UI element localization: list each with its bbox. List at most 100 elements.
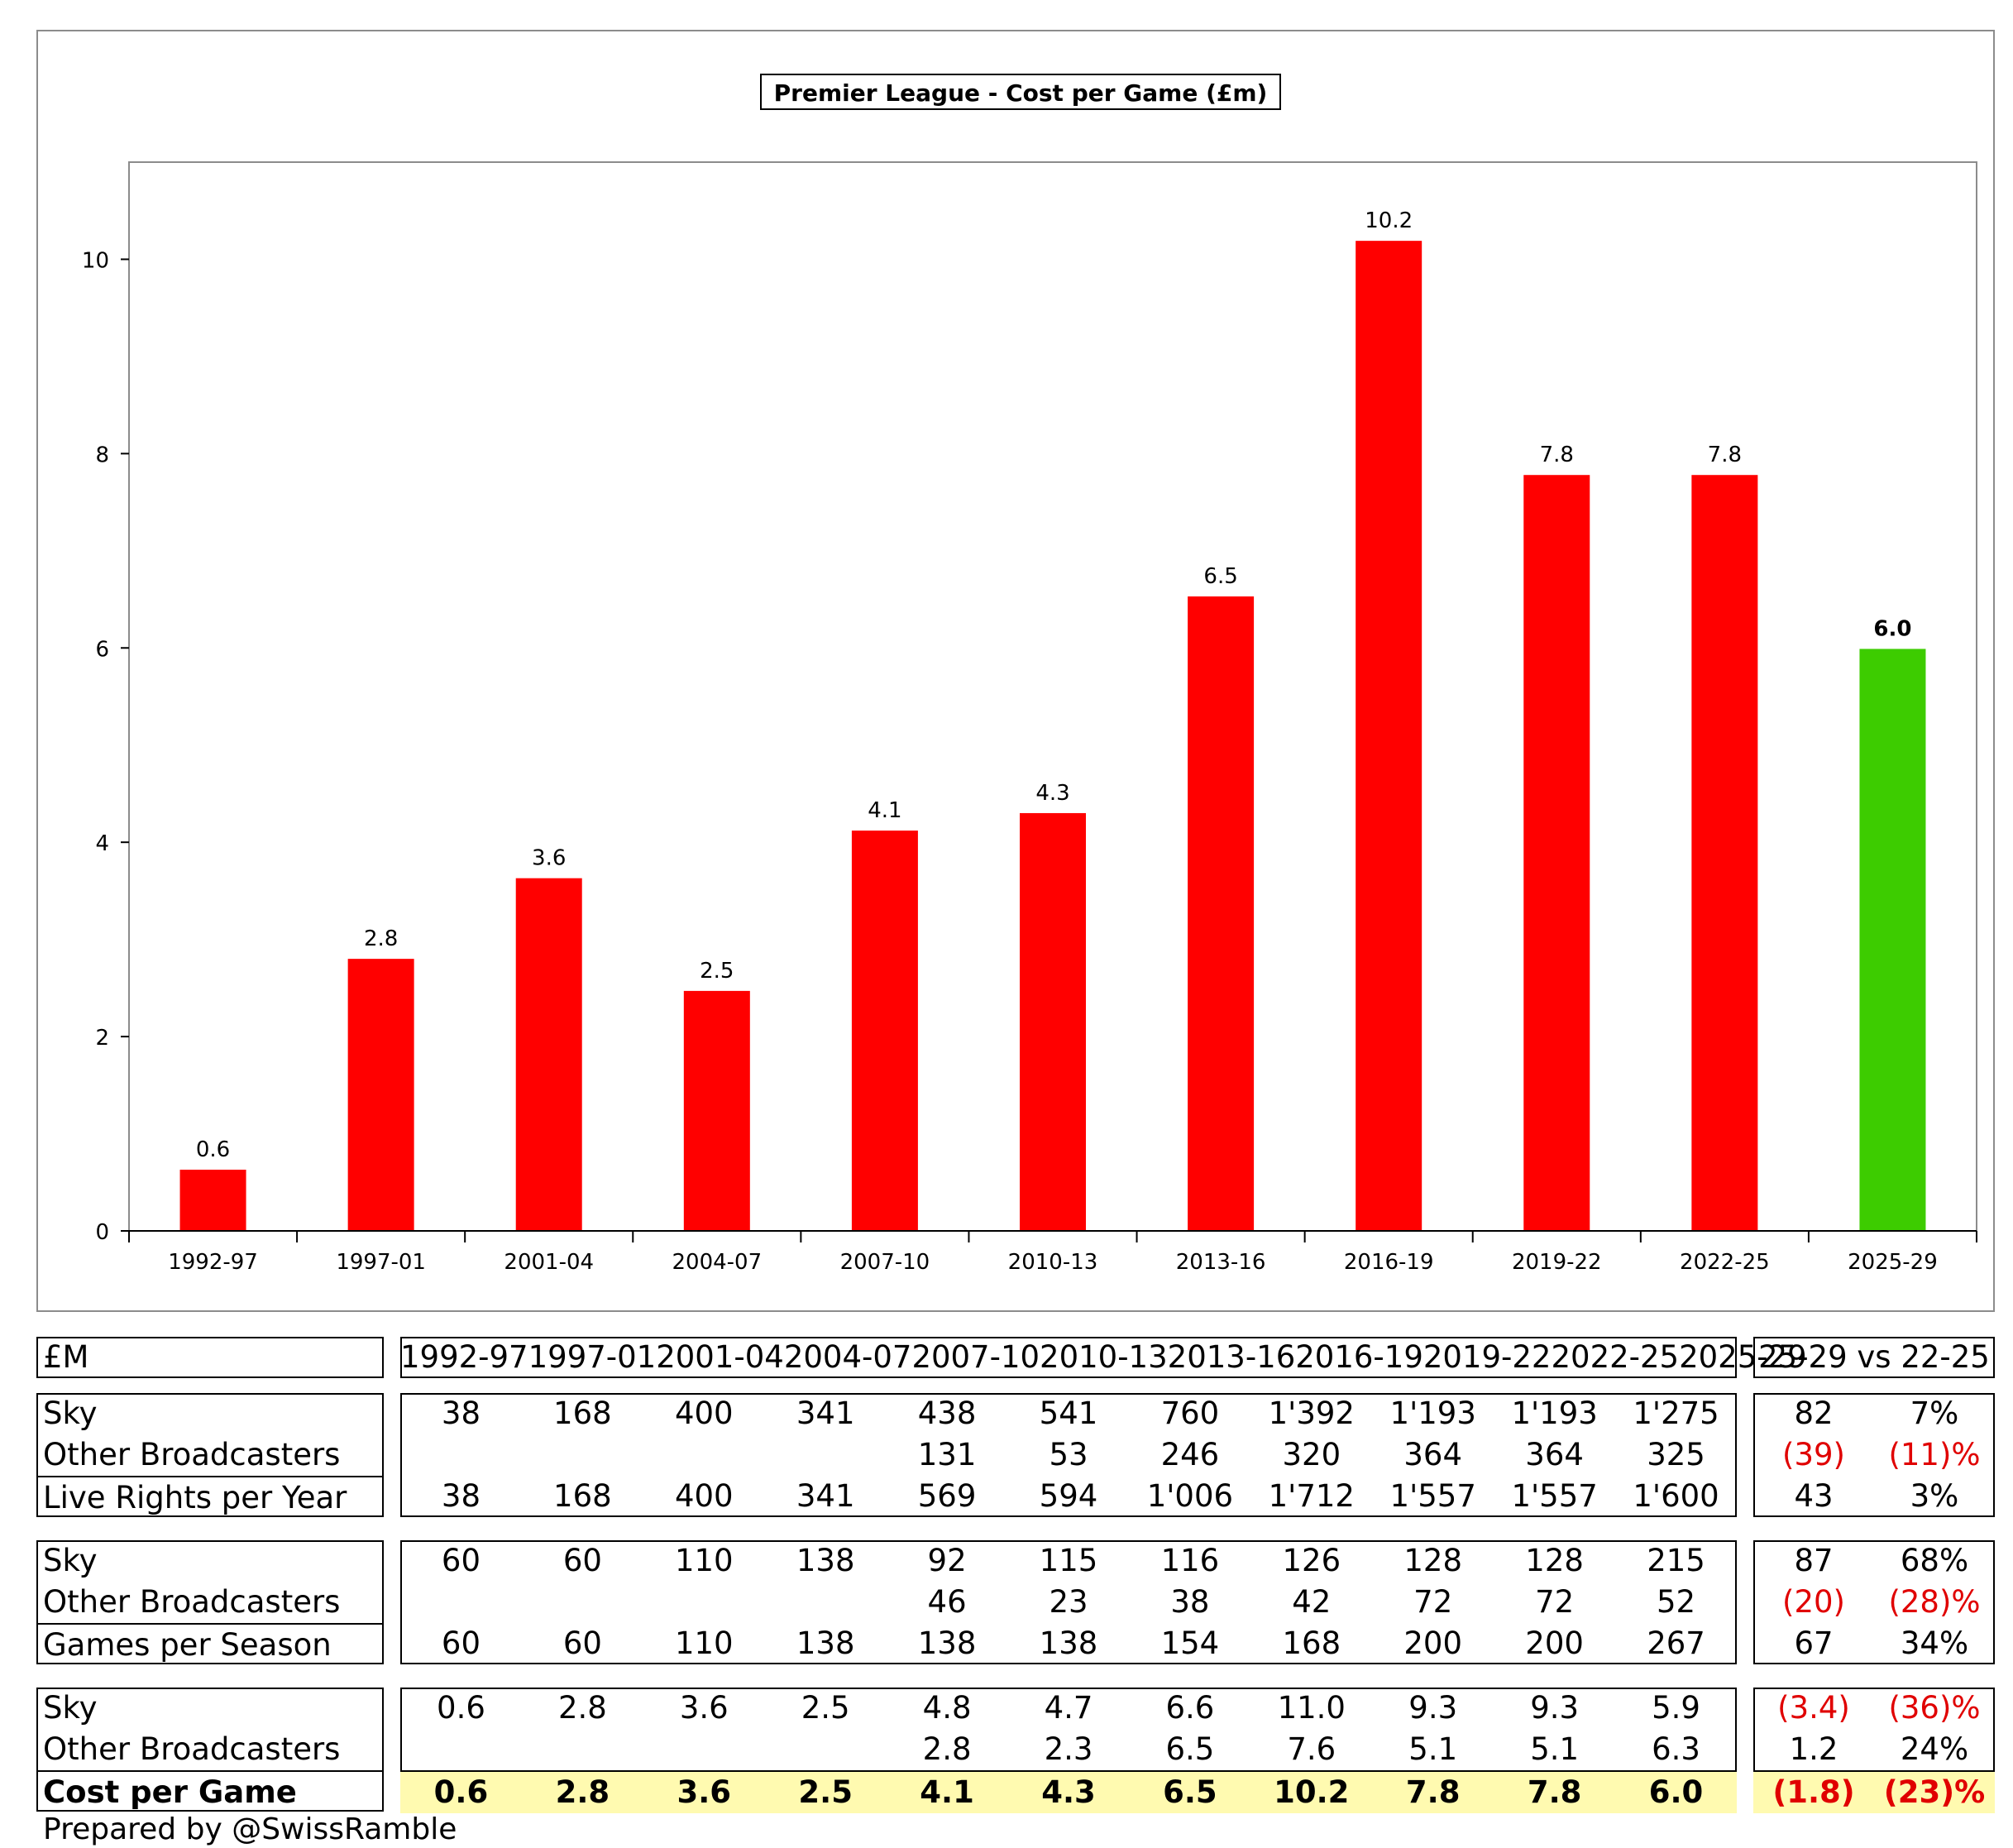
bar-2013-16 xyxy=(1188,596,1255,1231)
value-cell: 200 xyxy=(1403,1625,1463,1661)
value-cell: 2.3 xyxy=(1044,1731,1093,1767)
value-cell: 9.3 xyxy=(1530,1690,1580,1726)
period-header: 1992-97 1997-01 2001-04 2004-07 2007-10 2010-… xyxy=(400,1337,1807,1378)
x-tick-label-2025-29: 2025-29 xyxy=(1848,1250,1938,1275)
value-cell: 1'600 xyxy=(1633,1478,1719,1514)
value-cell: 9.3 xyxy=(1408,1690,1458,1726)
period-header-cell: 2010-13 xyxy=(1040,1339,1168,1375)
y-tick-label: 4 xyxy=(95,831,109,856)
value-cell: 1'712 xyxy=(1268,1478,1355,1514)
diff-cell: 67 xyxy=(1794,1625,1834,1661)
value-cell: 168 xyxy=(1282,1625,1341,1661)
value-cell: 2.5 xyxy=(801,1690,850,1726)
value-cell: 11.0 xyxy=(1277,1690,1346,1726)
bar-2022-25 xyxy=(1691,475,1758,1231)
value-cell xyxy=(400,1582,522,1623)
data-label-1992-97: 0.6 xyxy=(196,1137,230,1162)
value-cell: 23 xyxy=(1049,1584,1088,1620)
value-cell: 2.8 xyxy=(521,1770,643,1813)
value-cell: 46 xyxy=(927,1584,967,1620)
pct-cell: 7% xyxy=(1910,1396,1959,1431)
value-cell: 341 xyxy=(796,1396,855,1431)
bar-1992-97 xyxy=(179,1170,246,1231)
x-tick-label-2016-19: 2016-19 xyxy=(1344,1250,1434,1275)
value-cell: 569 xyxy=(917,1478,977,1514)
value-cell: 3.6 xyxy=(643,1770,765,1813)
value-cell: 1'275 xyxy=(1633,1396,1719,1431)
table-row: 43 3% xyxy=(1753,1476,1995,1517)
period-header-cell: 2001-04 xyxy=(656,1339,784,1375)
table-row: 2.8 2.3 6.5 7.6 5.1 5.1 6.3 xyxy=(400,1729,1737,1771)
value-cell xyxy=(400,1729,522,1771)
value-cell: 60 xyxy=(441,1543,481,1578)
table-row: Other Broadcasters xyxy=(36,1729,384,1771)
value-cell: 400 xyxy=(674,1478,734,1514)
value-cell: 110 xyxy=(674,1625,734,1661)
period-header-cell: 2007-10 xyxy=(911,1339,1040,1375)
value-cell: 60 xyxy=(441,1625,481,1661)
section-1-values: 60 60 110 138 92 115 116 126 128 128 215 46 23 38 42 72… xyxy=(400,1540,1737,1664)
value-cell xyxy=(643,1434,765,1476)
value-cell: 1'557 xyxy=(1389,1478,1476,1514)
diff-cell: (3.4) xyxy=(1777,1690,1850,1726)
value-cell: 400 xyxy=(674,1396,734,1431)
data-label-2016-19: 10.2 xyxy=(1365,208,1413,233)
value-cell: 1'193 xyxy=(1389,1396,1476,1431)
section-1-labels: Sky Other Broadcasters Games per Season xyxy=(36,1540,384,1666)
value-cell: 2.5 xyxy=(764,1770,887,1813)
value-cell: 115 xyxy=(1039,1543,1098,1578)
data-label-1997-01: 2.8 xyxy=(364,926,398,951)
value-cell: 6.5 xyxy=(1165,1731,1215,1767)
bar-2007-10 xyxy=(851,831,918,1231)
table-row: Cost per Game xyxy=(36,1770,384,1813)
row-label: Games per Season xyxy=(36,1623,384,1666)
table-row: 131 53 246 320 364 364 325 xyxy=(400,1434,1737,1476)
y-tick-label: 10 xyxy=(82,248,109,273)
row-label: Cost per Game xyxy=(36,1770,384,1813)
value-cell: 154 xyxy=(1160,1625,1220,1661)
bar-2001-04 xyxy=(515,878,582,1231)
bars-layer: 0.6 2.8 3.6 2.5 4.1 4.3 6.5 10.2 7.8 7.8 6.0 xyxy=(179,208,1926,1231)
bar-chart: Premier League - Cost per Game (£m) 0.6 2… xyxy=(82,74,1977,1275)
value-cell: 0.6 xyxy=(437,1690,485,1726)
value-cell xyxy=(522,1582,643,1623)
value-cell: 3.6 xyxy=(679,1690,729,1726)
table-row: (20) (28)% xyxy=(1753,1582,1995,1623)
x-tick-label-2019-22: 2019-22 xyxy=(1512,1250,1602,1275)
section-2-labels: Sky Other Broadcasters Cost per Game xyxy=(36,1688,384,1813)
x-tick-label-2013-16: 2013-16 xyxy=(1176,1250,1266,1275)
bar-2010-13 xyxy=(1020,812,1086,1231)
value-cell: 110 xyxy=(674,1543,734,1578)
table-row: Sky xyxy=(36,1688,384,1729)
compare-header: 25-29 vs 22-25 xyxy=(1753,1337,1995,1378)
value-cell: 6.6 xyxy=(1165,1690,1215,1726)
x-tick-label-1992-97: 1992-97 xyxy=(168,1250,258,1275)
data-label-2025-29: 6.0 xyxy=(1873,616,1911,641)
table-row: Live Rights per Year xyxy=(36,1476,384,1519)
value-cell: 6.0 xyxy=(1615,1770,1737,1813)
pct-cell: (36)% xyxy=(1888,1690,1981,1726)
value-cell: 131 xyxy=(917,1437,977,1472)
value-cell xyxy=(765,1729,887,1771)
value-cell: 2.8 xyxy=(557,1690,607,1726)
value-cell: 5.9 xyxy=(1652,1690,1700,1726)
value-cell xyxy=(765,1582,887,1623)
row-label: Sky xyxy=(43,1690,98,1726)
value-cell: 7.6 xyxy=(1287,1731,1336,1767)
period-header-cell: 2016-19 xyxy=(1295,1339,1423,1375)
value-cell: 7.8 xyxy=(1372,1770,1494,1813)
pct-cell: 3% xyxy=(1910,1478,1959,1514)
value-cell xyxy=(643,1729,765,1771)
axis-layer: 0 2 4 6 8 10 1992-97 1997-01 2001-04 2004-07 2007-… xyxy=(82,248,1977,1275)
value-cell xyxy=(400,1434,522,1476)
table-row: Other Broadcasters xyxy=(36,1434,384,1477)
value-cell: 126 xyxy=(1282,1543,1341,1578)
value-cell: 7.8 xyxy=(1494,1770,1616,1813)
y-tick-label: 2 xyxy=(95,1026,109,1051)
value-cell: 5.1 xyxy=(1408,1731,1458,1767)
section-0-labels: Sky Other Broadcasters Live Rights per Yea… xyxy=(36,1393,384,1519)
data-label-2004-07: 2.5 xyxy=(700,959,734,984)
value-cell: 1'006 xyxy=(1146,1478,1234,1514)
value-cell: 1'557 xyxy=(1511,1478,1598,1514)
table-row: 46 23 38 42 72 72 52 xyxy=(400,1582,1737,1623)
